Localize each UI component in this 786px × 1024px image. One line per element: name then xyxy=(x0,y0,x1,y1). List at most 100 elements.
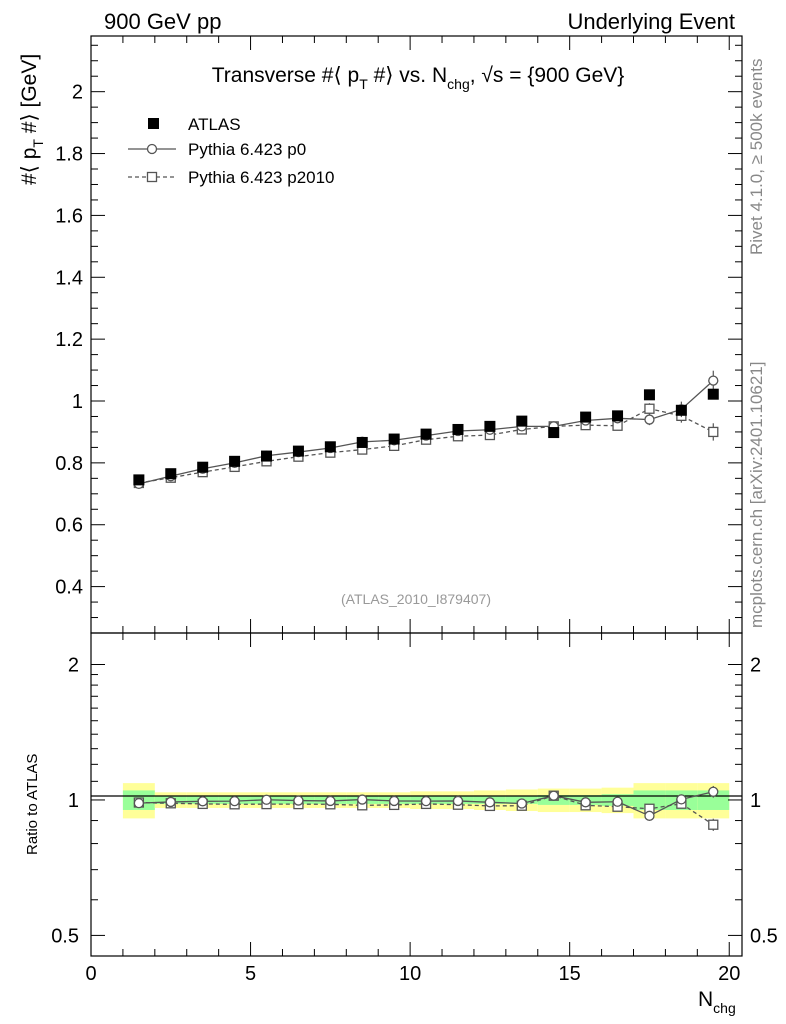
p0-point xyxy=(708,375,719,386)
atlas-point xyxy=(388,433,400,445)
x-tick-label: 20 xyxy=(718,963,740,985)
ratio-p0-point xyxy=(612,796,623,807)
ratio-p0-point xyxy=(708,786,719,797)
ratio-p0-point xyxy=(293,795,304,806)
ratio-p0-point xyxy=(676,794,687,805)
y-tick-label: 2 xyxy=(72,82,83,104)
ratio-y-tick-label-left: 1 xyxy=(68,790,79,812)
y-tick-label: 1.4 xyxy=(55,267,83,289)
ratio-plot-panel: 0.5 0.5 1 1 2 2 Ratio to ATLAS xyxy=(24,632,778,957)
ratio-p0-point xyxy=(165,796,176,808)
atlas-point xyxy=(548,427,560,439)
ratio-p0-point xyxy=(389,795,400,807)
ratio-p0-point xyxy=(516,798,527,809)
x-tick-label: 10 xyxy=(399,963,421,985)
y-axis-label-sub: T xyxy=(30,139,46,148)
ratio-y-tick-label-right: 2 xyxy=(750,655,761,677)
atlas-point xyxy=(452,423,464,435)
ratio-plot-frame xyxy=(90,632,743,957)
plot-title-part-2: #⟩ vs. N xyxy=(368,64,447,87)
legend-p0-marker xyxy=(146,143,158,155)
atlas-point xyxy=(292,445,304,457)
ratio-band-inner xyxy=(633,790,666,810)
ratio-p0-point xyxy=(644,810,655,821)
header-right-label: Underlying Event xyxy=(567,9,735,34)
series-line-p2010 xyxy=(138,408,714,484)
atlas-point xyxy=(420,428,432,440)
y-tick-label: 0.4 xyxy=(55,577,83,599)
atlas-point xyxy=(707,388,719,400)
atlas-point xyxy=(133,474,145,486)
p2010-point xyxy=(708,426,719,438)
atlas-point xyxy=(675,404,687,416)
y-tick-label: 1 xyxy=(72,391,83,413)
atlas-point xyxy=(612,410,624,422)
ratio-p0-point xyxy=(420,795,432,807)
y-axis-label: #⟨ pT #⟩ [GeV] xyxy=(18,54,46,185)
atlas-point xyxy=(484,420,496,432)
atlas-point xyxy=(580,411,592,423)
atlas-point xyxy=(261,450,273,462)
y-tick-label: 0.6 xyxy=(55,515,83,537)
x-tick-label: 5 xyxy=(245,963,256,985)
x-axis-label-main: N xyxy=(698,988,713,1011)
x-tick-label: 15 xyxy=(559,963,581,985)
x-axis-label: Nchg xyxy=(698,988,736,1016)
ratio-band-inner xyxy=(697,790,730,810)
ratio-p2010-point xyxy=(708,819,719,830)
legend-atlas-marker xyxy=(148,118,159,129)
ratio-p0-point xyxy=(325,795,336,807)
y-axis-label-part-2: #⟩ [GeV] xyxy=(18,54,41,139)
ratio-p0-point xyxy=(580,797,591,808)
ratio-y-tick-label-right: 0.5 xyxy=(750,925,778,947)
legend-p2010-marker xyxy=(146,171,158,183)
legend-p0-label: Pythia 6.423 p0 xyxy=(188,140,306,159)
atlas-point xyxy=(356,436,368,448)
y-tick-label: 1.2 xyxy=(55,329,83,351)
rivet-version-label: Rivet 4.1.0, ≥ 500k events xyxy=(747,59,766,255)
ratio-p0-point xyxy=(229,795,240,807)
legend-p2010-label: Pythia 6.423 p2010 xyxy=(188,168,335,187)
ratio-axis-ticks xyxy=(90,633,742,956)
atlas-point xyxy=(324,441,336,453)
ratio-y-axis-label: Ratio to ATLAS xyxy=(24,754,41,855)
main-plot-panel: 0.40.60.811.21.41.61.82 Transverse #⟨ pT… xyxy=(18,35,743,634)
x-tick-label: 0 xyxy=(85,963,96,985)
ratio-p0-point xyxy=(133,797,145,809)
atlas-point xyxy=(197,461,209,473)
p2010-point xyxy=(644,403,655,414)
header-left-label: 900 GeV pp xyxy=(104,9,221,34)
analysis-watermark: (ATLAS_2010_I879407) xyxy=(341,591,491,607)
atlas-point xyxy=(165,468,177,480)
plot-title-part-3: , √s = {900 GeV} xyxy=(470,64,625,87)
main-data-series xyxy=(133,370,719,490)
legend-atlas-label: ATLAS xyxy=(188,115,241,134)
x-axis-label-sub: chg xyxy=(713,1000,736,1016)
y-axis-label-part-1: #⟨ p xyxy=(18,148,41,185)
ratio-p0-point xyxy=(484,797,496,808)
y-tick-label: 0.8 xyxy=(55,453,83,475)
ratio-p0-point xyxy=(452,795,464,807)
ratio-p0-point xyxy=(261,794,272,805)
mcplots-label: mcplots.cern.ch [arXiv:2401.10621] xyxy=(747,362,766,628)
legend: ATLAS Pythia 6.423 p0 Pythia 6.423 p2010 xyxy=(128,115,335,187)
atlas-point xyxy=(516,415,528,427)
ratio-y-tick-label-left: 2 xyxy=(68,655,79,677)
main-axis-ticks xyxy=(90,36,742,634)
plot-title-sub-2: chg xyxy=(447,76,470,92)
plot-title-part-1: Transverse #⟨ p xyxy=(212,64,359,87)
y-tick-label: 1.8 xyxy=(55,144,83,166)
ratio-p0-point xyxy=(548,790,559,801)
plot-title-sub-1: T xyxy=(359,76,368,92)
plot-title: Transverse #⟨ pT #⟩ vs. Nchg, √s = {900 … xyxy=(212,64,625,92)
ratio-p0-point xyxy=(197,796,208,807)
main-y-tick-labels: 0.4 0.6 0.8 1 1.2 1.4 1.6 1.8 2 xyxy=(55,82,83,599)
ratio-p0-point xyxy=(357,794,368,805)
y-tick-label: 1.6 xyxy=(55,205,83,227)
ratio-y-tick-label-right: 1 xyxy=(750,790,761,812)
x-tick-labels: 0 5 10 15 20 xyxy=(85,963,740,985)
ratio-y-tick-labels: 0.5 0.5 1 1 2 2 xyxy=(51,655,778,948)
atlas-point xyxy=(229,455,241,467)
ratio-y-tick-label-left: 0.5 xyxy=(51,925,79,947)
